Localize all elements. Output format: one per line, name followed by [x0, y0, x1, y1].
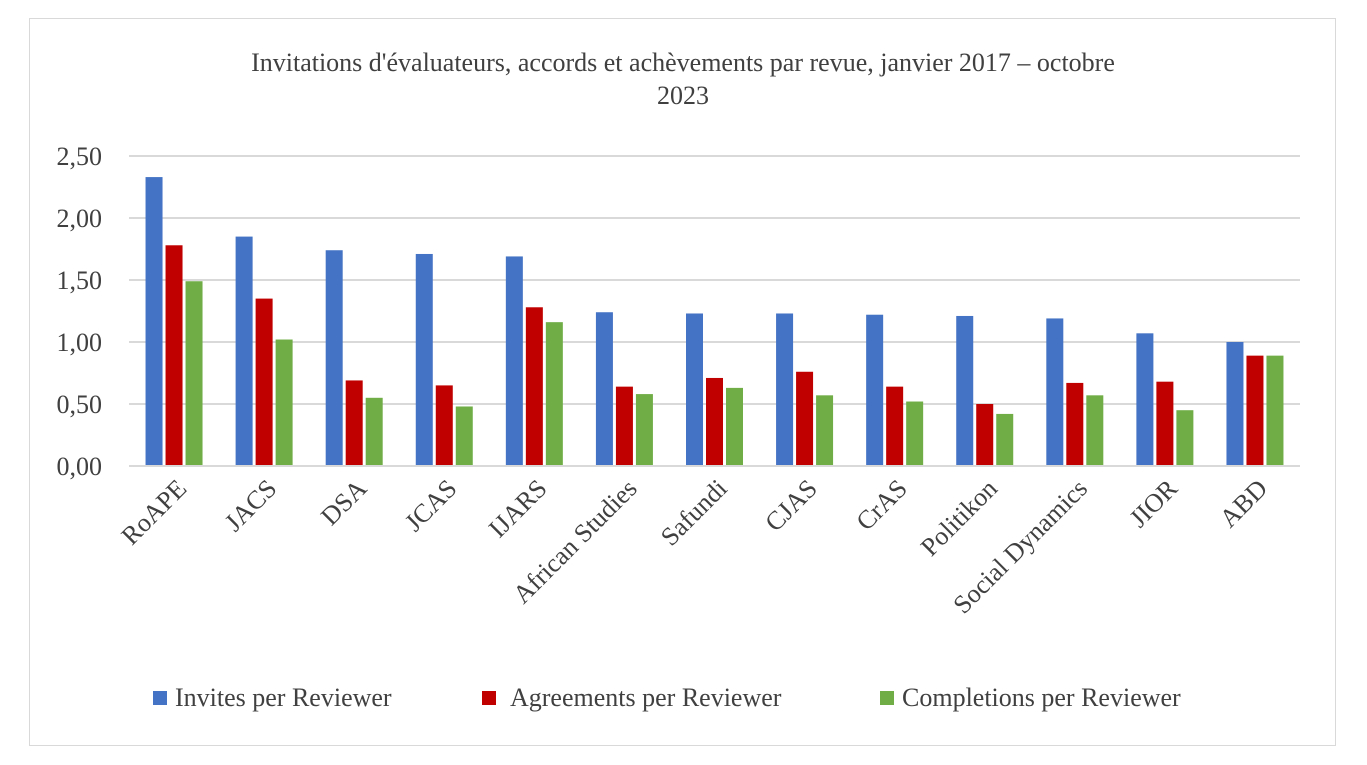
bar-agreements — [255, 298, 273, 466]
bar-completions — [1266, 355, 1284, 466]
bar-agreements — [976, 404, 994, 466]
bar-completions — [545, 322, 563, 466]
bar-invites — [595, 312, 613, 466]
bar-agreements — [1156, 381, 1174, 466]
bar-invites — [1226, 342, 1244, 466]
bar-invites — [686, 313, 703, 466]
bar-invites — [956, 315, 974, 466]
bar-agreements — [165, 245, 183, 466]
y-tick-label: 1,50 — [57, 266, 103, 295]
legend-item-completions: Completions per Reviewer — [880, 683, 1181, 713]
bar-agreements — [525, 307, 543, 466]
bar-agreements — [796, 371, 814, 466]
chart-title-line-2: 2023 — [657, 81, 709, 110]
x-tick-label: JCAS — [399, 474, 462, 537]
bar-completions — [996, 413, 1014, 466]
bar-invites — [776, 313, 794, 466]
chart-title: Invitations d'évaluateurs, accords et ac… — [150, 46, 1216, 112]
x-tick-label: RoAPE — [116, 474, 193, 551]
x-tick-label: DSA — [315, 474, 372, 531]
bar-invites — [415, 253, 433, 466]
legend-item-invites: Invites per Reviewer — [153, 683, 392, 713]
bar-completions — [635, 394, 653, 466]
bar-agreements — [706, 377, 723, 466]
x-tick-label: CrAS — [850, 474, 912, 536]
bar-invites — [505, 256, 523, 466]
bar-completions — [365, 397, 383, 466]
bar-invites — [1136, 333, 1154, 466]
bar-agreements — [1066, 382, 1084, 466]
x-tick-label: CJAS — [759, 474, 822, 537]
chart-legend: Invites per Reviewer Agreements per Revi… — [0, 683, 1367, 719]
bar-completions — [816, 395, 834, 466]
bar-agreements — [615, 386, 633, 466]
bar-agreements — [1246, 355, 1264, 466]
bar-completions — [726, 387, 743, 466]
bar-invites — [866, 314, 884, 466]
bar-invites — [1046, 318, 1064, 466]
y-tick-label: 1,00 — [57, 328, 103, 357]
legend-swatch-invites — [153, 691, 167, 705]
legend-label-completions: Completions per Reviewer — [902, 683, 1181, 712]
y-tick-label: 0,00 — [57, 452, 103, 481]
bar-invites — [145, 177, 163, 466]
bar-completions — [275, 339, 293, 466]
bar-completions — [185, 281, 203, 466]
x-tick-label: ABD — [1214, 474, 1273, 533]
y-tick-label: 0,50 — [57, 390, 103, 419]
legend-label-invites: Invites per Reviewer — [175, 683, 392, 712]
bar-invites — [235, 236, 253, 466]
x-tick-label: Politikon — [915, 474, 1003, 562]
y-tick-label: 2,00 — [57, 204, 103, 233]
legend-swatch-agreements — [482, 691, 496, 705]
x-tick-label: IJARS — [483, 474, 553, 544]
bar-agreements — [886, 386, 904, 466]
x-tick-label: Safundi — [655, 474, 733, 552]
legend-swatch-completions — [880, 691, 894, 705]
bar-completions — [1176, 410, 1194, 466]
bar-agreements — [435, 385, 453, 466]
bar-completions — [455, 406, 473, 466]
bar-completions — [906, 401, 924, 466]
y-tick-label: 2,50 — [57, 142, 103, 171]
bar-invites — [325, 250, 343, 466]
chart-title-line-1: Invitations d'évaluateurs, accords et ac… — [251, 48, 1115, 77]
bar-agreements — [345, 380, 363, 466]
x-tick-label: JACS — [219, 474, 282, 537]
bar-completions — [1086, 395, 1104, 466]
legend-item-agreements: Agreements per Reviewer — [482, 683, 781, 713]
legend-label-agreements: Agreements per Reviewer — [510, 683, 782, 712]
x-tick-label: JIOR — [1124, 473, 1184, 533]
